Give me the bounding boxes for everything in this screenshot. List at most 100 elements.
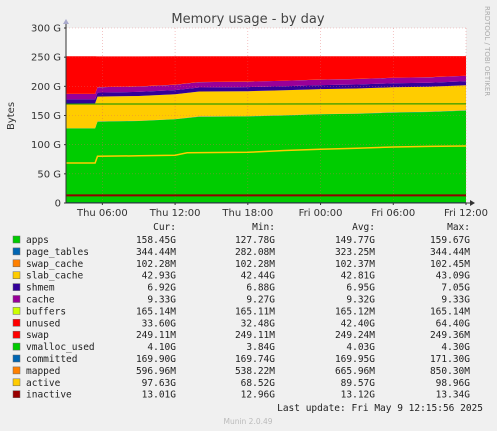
- legend-min: 102.28M: [235, 259, 275, 270]
- area-apps: [66, 110, 466, 203]
- legend-avg: 89.57G: [341, 378, 376, 389]
- legend-cur: 158.45G: [136, 235, 176, 246]
- legend-swatch: [12, 354, 21, 363]
- legend-avg: 323.25M: [335, 247, 375, 258]
- legend-swatch: [12, 283, 21, 291]
- legend-min: 42.44G: [241, 271, 276, 282]
- legend-swatch: [12, 342, 21, 351]
- legend-cur: 33.60G: [142, 318, 177, 329]
- legend-name: swap_cache: [26, 259, 83, 270]
- legend-max: 249.36M: [430, 330, 470, 341]
- legend-min: 12.96G: [241, 390, 276, 401]
- legend-row-swap_cache: swap_cache 102.28M 102.28M 102.37M 102.45M: [12, 259, 470, 270]
- legend-row-slab_cache: slab_cache 42.93G 42.44G 42.81G 43.09G: [12, 271, 471, 282]
- legend-max: 102.45M: [430, 259, 470, 270]
- legend-name: vmalloc_used: [26, 342, 95, 353]
- y-axis-arrow: [63, 19, 69, 24]
- legend-avg: 149.77G: [335, 235, 375, 246]
- legend-row-committed: committed 169.90G 169.74G 169.95G 171.30G: [12, 354, 470, 365]
- legend-row-swap: swap 249.11M 249.11M 249.24M 249.36M: [12, 330, 470, 341]
- legend-row-vmalloc_used: vmalloc_used 4.10G 3.84G 4.03G 4.30G: [12, 342, 470, 353]
- legend-name: unused: [26, 318, 60, 329]
- area-shmem: [66, 81, 466, 104]
- x-tick-labels: Thu 06:00 Thu 12:00 Thu 18:00 Fri 00:00 Fri …: [76, 203, 488, 219]
- legend-max: 64.40G: [436, 318, 471, 329]
- legend-max: 171.30G: [430, 354, 470, 365]
- munin-version: Munin 2.0.49: [223, 417, 272, 426]
- legend-min: 3.84G: [246, 342, 275, 353]
- legend-name: mapped: [26, 366, 60, 377]
- legend-name: cache: [26, 295, 55, 306]
- legend-row-page_tables: page_tables 344.44M 282.08M 323.25M 344.44M: [12, 247, 470, 258]
- x-tick-label: Fri 12:00: [444, 208, 488, 219]
- legend-name: shmem: [26, 283, 55, 294]
- area-cache: [66, 75, 466, 100]
- area-slab_cache: [66, 85, 466, 129]
- legend-cur: 13.01G: [142, 390, 177, 401]
- y-tick-labels: 0 50 G 100 G 150 G 200 G 250 G 300 G: [31, 24, 66, 210]
- legend-row-mapped: mapped 596.96M 538.22M 665.96M 850.30M: [12, 366, 470, 377]
- legend-header-cur: Cur:: [153, 222, 176, 233]
- legend-name: swap: [26, 330, 49, 341]
- legend-avg: 102.37M: [335, 259, 375, 270]
- legend-avg: 4.03G: [346, 342, 375, 353]
- legend-min: 249.11M: [235, 330, 275, 341]
- legend-name: apps: [26, 235, 49, 246]
- legend-max: 850.30M: [430, 366, 470, 377]
- legend-max: 344.44M: [430, 247, 470, 258]
- legend-swatch: [12, 271, 21, 279]
- legend-max: 43.09G: [436, 271, 471, 282]
- legend-name: active: [26, 378, 61, 389]
- legend-rows: apps 158.45G 127.78G 149.77G 159.67G page_tab…: [12, 235, 471, 401]
- legend-swatch: [12, 330, 21, 339]
- legend-max: 159.67G: [430, 235, 470, 246]
- area-unused: [66, 56, 466, 94]
- legend: Cur: Min: Avg: Max: apps 158.45G 127.78G 14…: [12, 222, 471, 401]
- legend-avg: 42.40G: [341, 318, 376, 329]
- y-tick-label: 50 G: [37, 169, 61, 180]
- legend-row-cache: cache 9.33G 9.27G 9.32G 9.33G: [12, 295, 470, 306]
- x-tick-label: Thu 06:00: [76, 208, 128, 219]
- legend-cur: 249.11M: [136, 330, 176, 341]
- legend-name: slab_cache: [26, 271, 83, 282]
- legend-name: page_tables: [26, 247, 89, 258]
- legend-header-avg: Avg:: [352, 222, 375, 233]
- y-tick-label: 200 G: [31, 82, 61, 93]
- legend-cur: 6.92G: [147, 283, 176, 294]
- legend-header-min: Min:: [252, 222, 275, 233]
- y-tick-label: 300 G: [31, 24, 61, 35]
- legend-cur: 4.10G: [147, 342, 176, 353]
- legend-min: 538.22M: [235, 366, 275, 377]
- x-tick-label: Fri 06:00: [371, 208, 415, 219]
- x-axis-arrow: [470, 200, 475, 206]
- legend-swatch: [12, 235, 21, 244]
- x-tick-label: Fri 00:00: [299, 208, 343, 219]
- legend-cur: 165.14M: [136, 306, 176, 317]
- legend-avg: 165.12M: [335, 306, 375, 317]
- legend-name: inactive: [26, 390, 72, 401]
- legend-avg: 665.96M: [335, 366, 375, 377]
- rrdtool-credit: RRDTOOL / TOBI OETIKER: [483, 6, 491, 96]
- stacked-areas: [66, 56, 466, 203]
- legend-min: 32.48G: [241, 318, 276, 329]
- y-tick-label: 0: [55, 199, 61, 210]
- plot-area: 0 50 G 100 G 150 G 200 G 250 G 300 G Thu 06:00…: [31, 19, 488, 219]
- legend-min: 127.78G: [235, 235, 275, 246]
- legend-cur: 102.28M: [136, 259, 176, 270]
- legend-max: 98.96G: [436, 378, 471, 389]
- legend-avg: 13.12G: [341, 390, 376, 401]
- legend-cur: 344.44M: [136, 247, 176, 258]
- legend-avg: 169.95G: [335, 354, 375, 365]
- legend-min: 169.74G: [235, 354, 275, 365]
- legend-cur: 97.63G: [142, 378, 177, 389]
- legend-max: 13.34G: [436, 390, 471, 401]
- y-axis-label: Bytes: [6, 102, 17, 130]
- legend-avg: 6.95G: [346, 283, 375, 294]
- legend-name: committed: [26, 354, 77, 365]
- legend-cur: 169.90G: [136, 354, 176, 365]
- legend-row-inactive: inactive 13.01G 12.96G 13.12G 13.34G: [12, 390, 471, 401]
- legend-swatch: [12, 390, 21, 398]
- legend-cur: 42.93G: [142, 271, 177, 282]
- y-tick-label: 100 G: [31, 140, 61, 151]
